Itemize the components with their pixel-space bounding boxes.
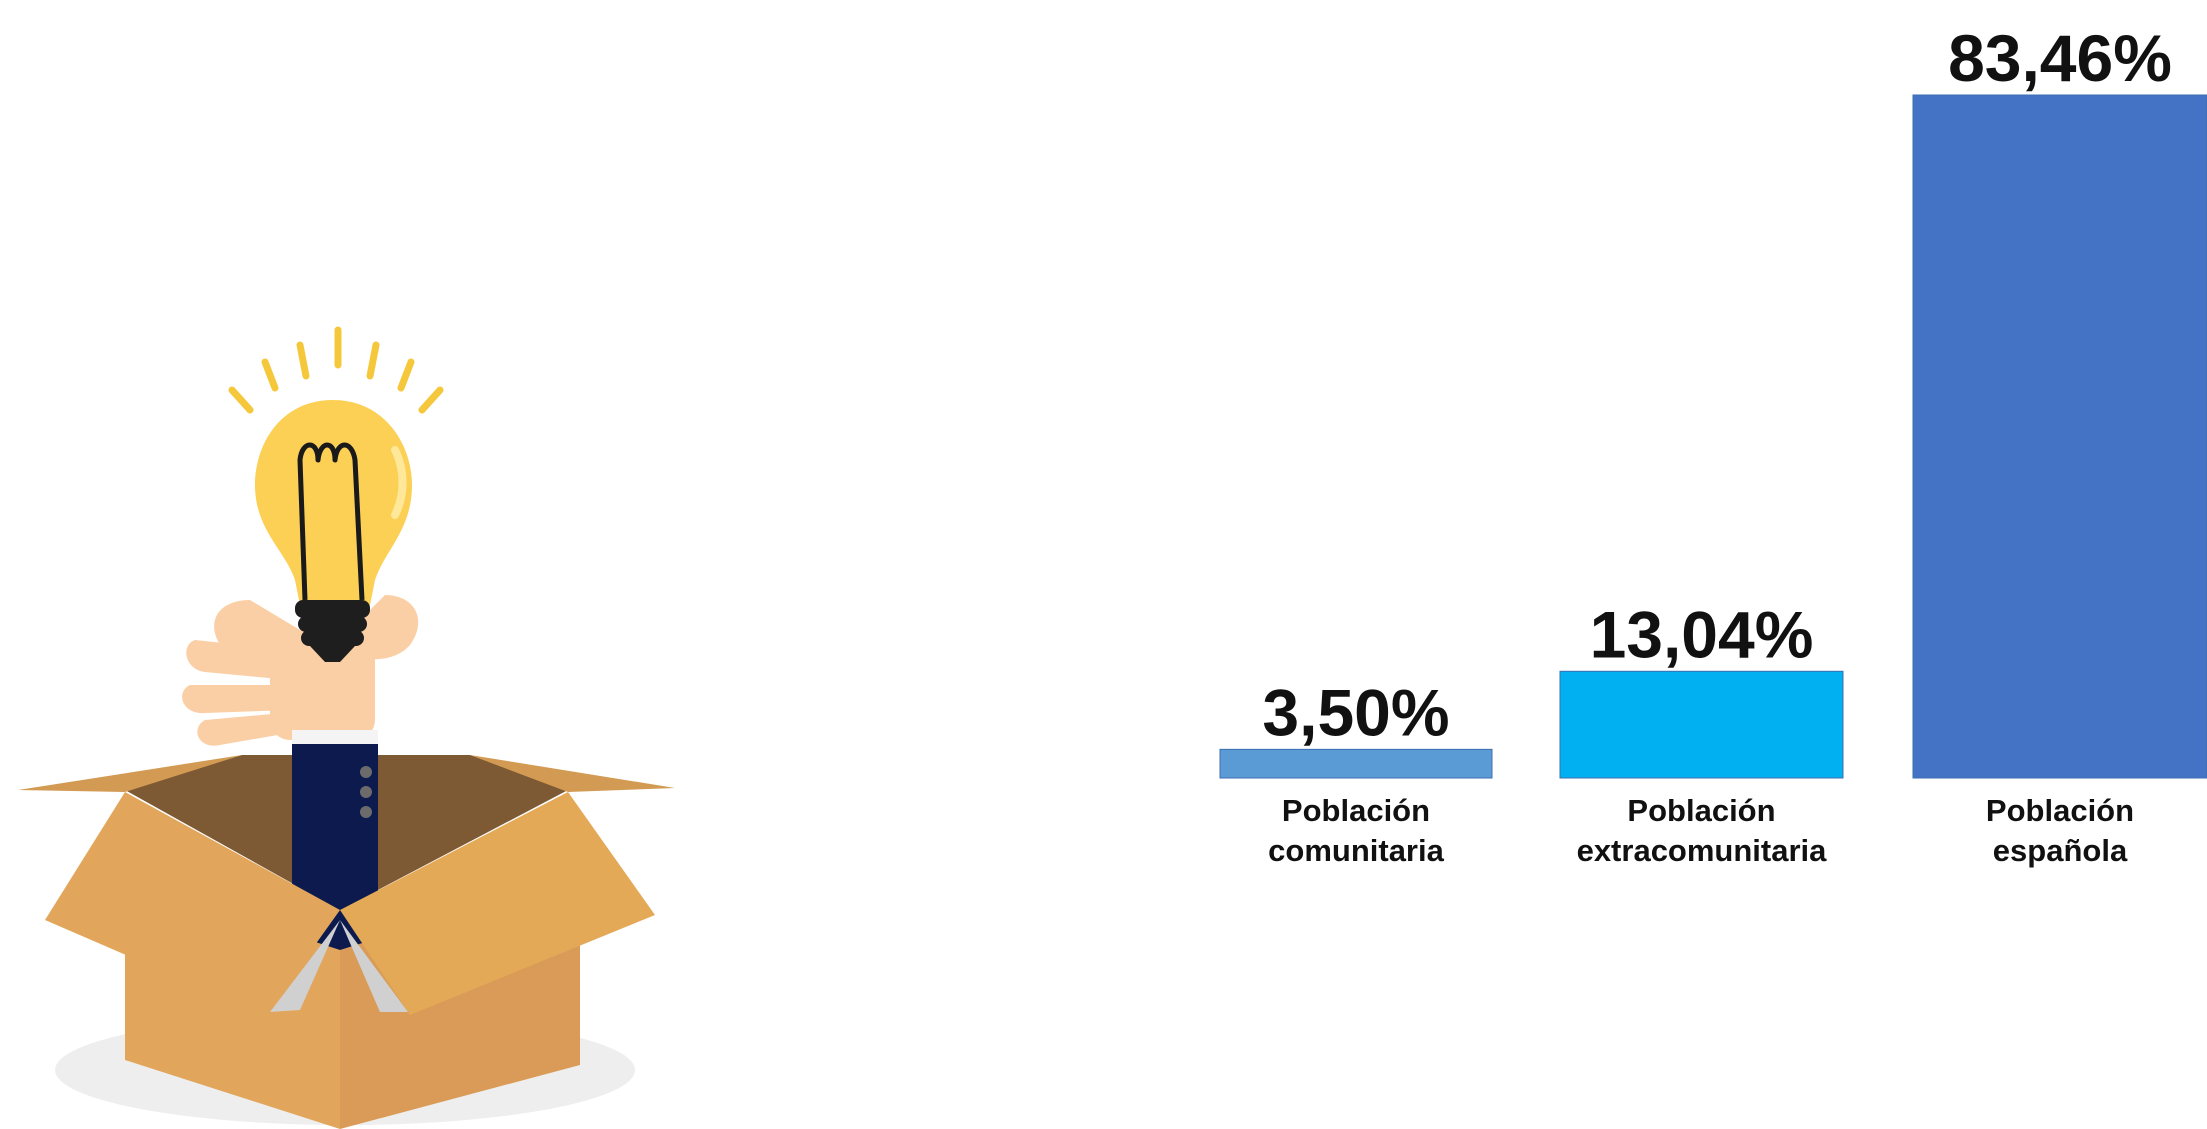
filament-icon	[297, 442, 365, 601]
light-rays-icon	[228, 326, 444, 414]
box-flap-right-back	[470, 755, 675, 792]
category-label-1-line-1: Población	[1282, 793, 1430, 828]
category-label-2-line-2: extracomunitaria	[1577, 833, 1828, 868]
lightbulb-icon	[255, 400, 412, 605]
bar-value-label-3: 83,46%	[1948, 21, 2172, 95]
bar-3	[1912, 94, 2207, 779]
box-gap-light	[270, 920, 340, 1012]
box-flap-left-front	[45, 792, 340, 1015]
bar-1	[1219, 748, 1493, 779]
category-label-3-line-1: Población	[1986, 793, 2134, 828]
box-gap-light-right	[340, 920, 408, 1012]
idea-box-illustration	[18, 326, 675, 1129]
box-flap-right-front	[340, 792, 655, 1015]
bar-value-label-2: 13,04%	[1590, 597, 1814, 671]
hand-icon	[182, 595, 419, 746]
bar-2	[1559, 670, 1844, 779]
cuff	[292, 730, 378, 744]
category-label-1-line-2: comunitaria	[1268, 833, 1444, 868]
bulb-base-icon	[295, 600, 370, 662]
box-flap-left-back	[18, 755, 242, 792]
bar-value-label-1: 3,50%	[1262, 675, 1449, 749]
category-label-2-line-1: Población	[1627, 793, 1775, 828]
bulb-highlight	[391, 446, 407, 519]
sleeve-buttons-front-icon	[360, 766, 372, 818]
category-label-3-line-2: española	[1993, 833, 2128, 868]
